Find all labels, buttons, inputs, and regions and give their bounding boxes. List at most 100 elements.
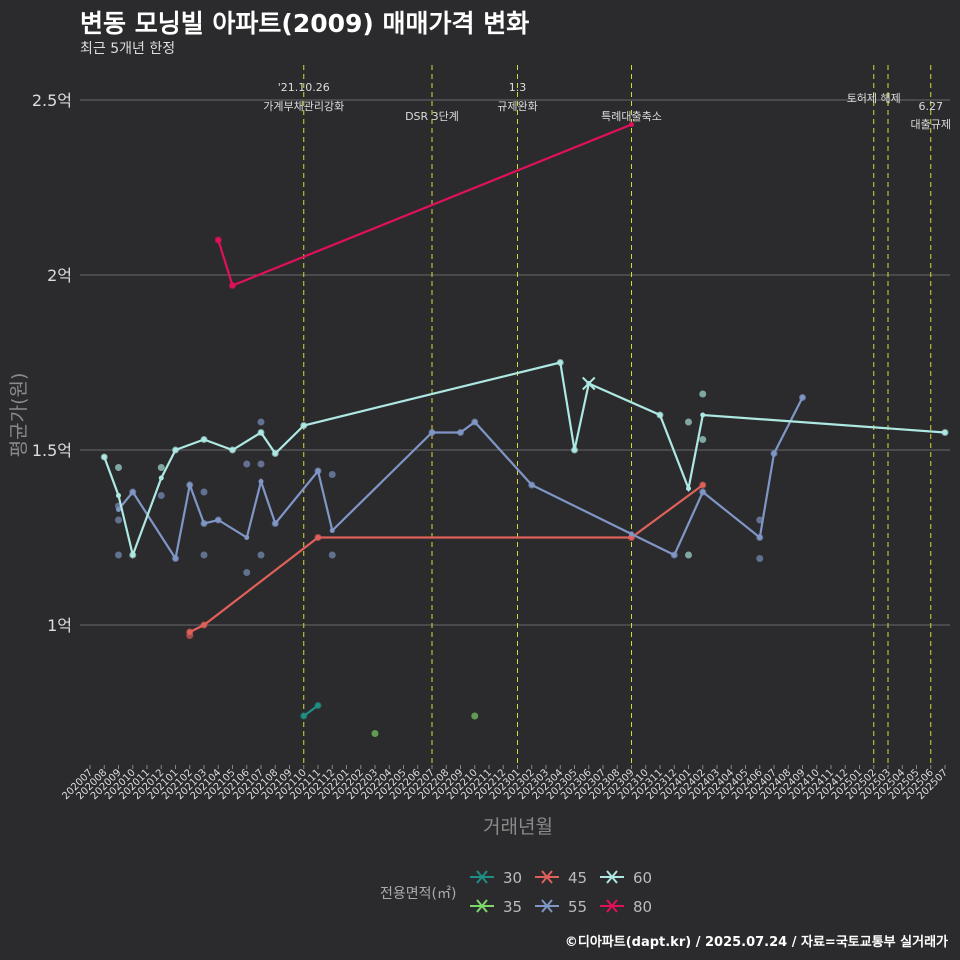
line-vertex — [258, 479, 264, 484]
legend-item-35: 35 — [470, 898, 522, 916]
legend-label: 30 — [503, 869, 522, 887]
data-point — [471, 712, 479, 720]
line-vertex — [258, 430, 264, 435]
line-vertex — [700, 489, 706, 495]
line-vertex — [116, 493, 121, 498]
line-vertex — [230, 283, 235, 288]
line-vertex — [173, 447, 178, 453]
line-vertex — [671, 552, 677, 558]
data-point — [257, 460, 265, 468]
y-tick-label: 2.5억 — [32, 91, 72, 110]
line-vertex — [800, 395, 805, 400]
line-vertex — [329, 528, 335, 533]
data-point — [243, 460, 251, 468]
event-name-label: DSR 3단계 — [405, 110, 459, 123]
line-vertex — [529, 482, 535, 488]
line-vertex — [572, 447, 577, 453]
line-vertex — [101, 454, 107, 460]
series-line — [217, 123, 632, 287]
line-vertex — [187, 482, 193, 488]
line-vertex — [130, 552, 136, 558]
line-vertex — [201, 622, 207, 628]
legend-label: 60 — [633, 869, 652, 887]
event-name-label: 토허제 해제 — [847, 91, 901, 105]
data-point — [328, 551, 336, 559]
y-tick-label: 2억 — [47, 266, 72, 285]
line-vertex — [629, 531, 634, 537]
line-vertex — [173, 556, 178, 561]
legend-item-30: 30 — [470, 869, 522, 887]
y-tick-label: 1억 — [47, 616, 72, 635]
line-vertex — [272, 521, 278, 526]
line-vertex — [187, 629, 193, 635]
y-tick-label: 1.5억 — [32, 441, 72, 460]
legend-item-55: 55 — [535, 898, 587, 916]
legend-item-45: 45 — [535, 869, 587, 887]
event-name-label: 대출규제 — [911, 118, 951, 131]
legend-label: 80 — [633, 898, 652, 916]
legend-swatch-icon — [606, 870, 618, 884]
line-vertex — [629, 535, 634, 540]
data-point — [115, 516, 122, 524]
data-point — [200, 488, 208, 496]
series-line — [117, 397, 804, 562]
legend-label: 45 — [568, 869, 587, 887]
series-35 — [371, 712, 479, 737]
series-line — [303, 704, 319, 717]
data-point — [243, 569, 251, 576]
legend-label: 55 — [568, 898, 587, 916]
line-vertex — [771, 451, 777, 456]
data-point — [157, 492, 165, 499]
data-point — [157, 464, 165, 471]
event-name-label: 특례대출축소 — [601, 110, 662, 123]
line-vertex — [301, 423, 307, 428]
line-vertex — [130, 489, 136, 495]
series-45 — [186, 481, 707, 639]
legend-swatch-icon — [476, 899, 488, 913]
event-date-label: 1.3 — [509, 81, 527, 94]
data-point — [328, 471, 336, 478]
line-vertex — [215, 237, 221, 243]
data-point — [115, 551, 122, 559]
source-credit: ©디아파트(dapt.kr) / 2025.07.24 / 자료=국토교통부 실… — [564, 935, 948, 950]
data-point — [257, 551, 265, 559]
legend-swatch-icon — [541, 899, 553, 913]
line-vertex — [201, 437, 207, 442]
line-vertex — [458, 430, 463, 435]
line-vertex — [700, 412, 706, 418]
line-vertex — [315, 535, 321, 540]
data-point — [685, 551, 692, 559]
data-point — [200, 551, 208, 559]
line-vertex — [315, 468, 321, 474]
series-60 — [100, 359, 949, 559]
event-name-label: 가계부채관리강화 — [263, 100, 344, 113]
x-axis-title: 거래년월 — [483, 816, 553, 838]
line-vertex — [230, 447, 235, 453]
legend-swatch-icon — [476, 870, 488, 884]
page-title: 변동 모닝빌 아파트(2009) 매매가격 변화 — [80, 9, 530, 38]
data-point — [699, 390, 707, 398]
data-point — [685, 418, 692, 426]
legend-item-60: 60 — [600, 869, 652, 887]
line-vertex — [629, 122, 634, 127]
data-point — [699, 436, 707, 443]
line-vertex — [301, 713, 307, 719]
line-vertex — [757, 535, 763, 540]
line-vertex — [201, 521, 207, 526]
legend-swatch-icon — [606, 899, 618, 913]
data-point — [756, 555, 764, 562]
legend-title: 전용면적(㎡) — [380, 886, 456, 902]
event-name-label: 규제완화 — [497, 100, 537, 113]
x-marker — [582, 376, 596, 391]
line-vertex — [700, 482, 706, 488]
y-axis-title: 평균가(원) — [8, 373, 30, 458]
series-30 — [300, 702, 322, 720]
line-vertex — [472, 419, 478, 425]
line-vertex — [272, 451, 278, 456]
line-vertex — [244, 535, 250, 540]
event-date-label: 6.27 — [919, 100, 944, 113]
line-vertex — [557, 360, 563, 365]
data-point — [257, 418, 265, 426]
